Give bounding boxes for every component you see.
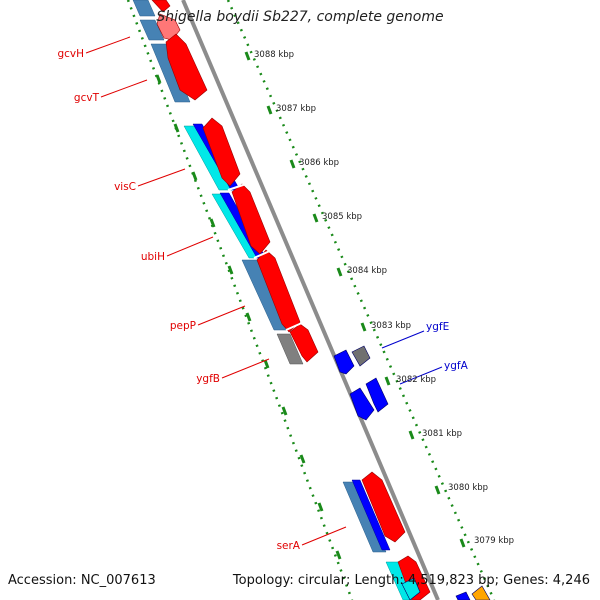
cog-bar-top: [132, 0, 156, 17]
reverse-genes: [333, 345, 491, 600]
gene-label-gcvH: gcvH: [57, 48, 84, 60]
label-leaders-left: [85, 36, 347, 546]
kbp-label: 3079 kbp: [474, 536, 514, 546]
cog-bar-gcvH: [139, 19, 165, 41]
gene-label-visC: visC: [114, 181, 136, 193]
gene-arrow-visC: [202, 117, 241, 187]
kbp-ticks: [244, 51, 466, 548]
dotted-line-outer: [126, 0, 354, 600]
kbp-label: 3088 kbp: [254, 50, 294, 60]
kbp-label: 3083 kbp: [371, 321, 411, 331]
gene-label-ygfA: ygfA: [444, 360, 469, 372]
kbp-label: 3081 kbp: [422, 429, 462, 439]
dotted-guides: [126, 0, 496, 600]
gene-arrow-top: [151, 0, 171, 13]
genome-title: Shigella boydii Sb227, complete genome: [156, 9, 444, 25]
cog-bar-ygfB: [276, 333, 304, 365]
gene-arrow-ubiH: [231, 183, 271, 255]
gene-arrow-ygfE-gray: [351, 345, 371, 367]
kbp-label: 3080 kbp: [448, 483, 488, 493]
gene-arrow-pepP: [256, 249, 301, 333]
topology-text: Topology: circular; Length: 4,519,823 bp…: [232, 573, 590, 588]
kbp-label: 3087 kbp: [276, 104, 316, 114]
gene-arrow-gcvT: [165, 33, 208, 101]
outer-ticks: [155, 74, 342, 560]
gene-arrow-serA: [361, 471, 406, 543]
kbp-label: 3084 kbp: [347, 266, 387, 276]
kbp-label: 3082 kbp: [396, 375, 436, 385]
gene-arrow-ygfE-left: [333, 349, 355, 375]
gene-separators: [227, 183, 305, 331]
gene-label-pepP: pepP: [170, 320, 196, 332]
kbp-labels: 3088 kbp 3087 kbp 3086 kbp 3085 kbp 3084…: [254, 50, 514, 546]
accession-text: Accession: NC_007613: [8, 573, 156, 588]
gene-label-ygfE: ygfE: [426, 321, 449, 333]
cog-bar-serA-blue: [351, 479, 391, 551]
kbp-label: 3085 kbp: [322, 212, 362, 222]
kbp-label: 3086 kbp: [299, 158, 339, 168]
gene-arrow-bottom-blue: [455, 591, 471, 600]
gene-label-gcvT: gcvT: [74, 92, 100, 104]
gene-arrow-ygfA-2: [365, 377, 389, 413]
gene-arrow-bottom-orange: [471, 585, 491, 600]
gene-arrow-bottom-teal: [401, 577, 421, 600]
gene-labels-right: ygfE ygfA: [426, 321, 469, 372]
forward-genes: [151, 0, 431, 600]
gene-labels-left: gcvH gcvT visC ubiH pepP ygfB serA: [57, 48, 300, 552]
gene-label-ygfB: ygfB: [196, 373, 220, 385]
gene-label-serA: serA: [277, 540, 301, 552]
genome-backbone: [181, 0, 440, 600]
label-leaders-right: [381, 330, 443, 385]
dotted-line-inner: [226, 0, 496, 600]
gene-arrow-ygfA-1: [349, 387, 375, 421]
gene-label-ubiH: ubiH: [141, 251, 165, 263]
